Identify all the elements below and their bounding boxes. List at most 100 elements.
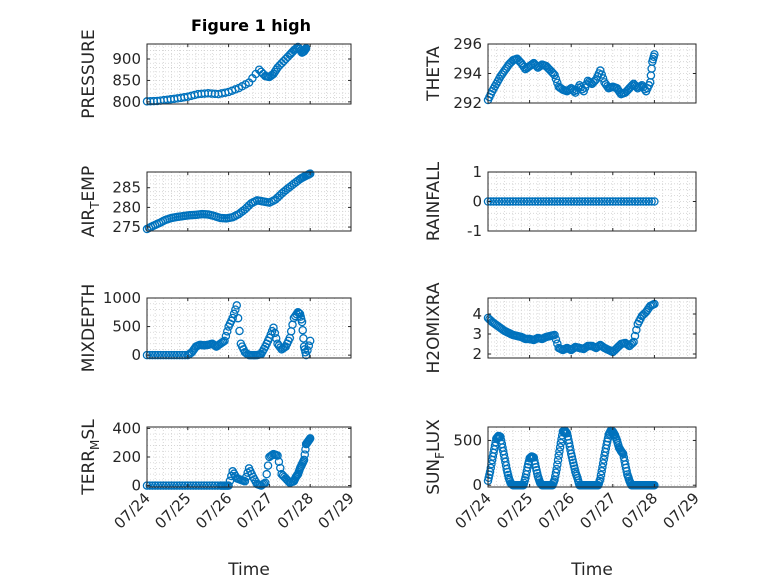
y-tick-label: 275: [112, 218, 141, 236]
data-point: [647, 197, 656, 206]
data-point: [596, 66, 605, 75]
data-point: [485, 467, 495, 477]
data-point: [305, 169, 315, 178]
data-series: [483, 197, 659, 206]
x-tick-label: 07/29: [315, 489, 358, 532]
plot-area: [488, 44, 696, 103]
data-point: [596, 474, 605, 484]
data-point: [530, 459, 540, 469]
y-tick-label: 4: [472, 305, 482, 323]
data-point: [616, 197, 626, 206]
data-series: [142, 434, 315, 490]
y-tick-label: 400: [112, 419, 141, 437]
data-point: [494, 197, 504, 206]
x-axis: [146, 298, 352, 358]
data-point: [145, 481, 154, 490]
data-point: [486, 197, 496, 206]
data-point: [554, 451, 563, 460]
data-point: [233, 313, 243, 323]
x-tick-label: 07/29: [660, 489, 703, 532]
y-tick-label: 1: [472, 163, 482, 181]
data-point: [622, 466, 631, 476]
data-series: [142, 169, 315, 234]
data-series: [483, 299, 659, 357]
data-point: [566, 197, 576, 206]
data-point: [608, 197, 618, 206]
data-point: [221, 331, 231, 341]
data-point: [197, 481, 206, 490]
data-point: [159, 481, 168, 490]
data-point: [650, 50, 659, 59]
data-point: [622, 197, 631, 206]
data-point: [558, 197, 568, 206]
y-axis-label: MIXDEPTH: [79, 284, 99, 373]
data-point: [627, 197, 637, 206]
data-point: [550, 330, 559, 340]
y-tick-label: 900: [112, 50, 141, 68]
data-point: [625, 197, 634, 206]
data-point: [161, 350, 171, 360]
y-tick-label: -1: [467, 222, 482, 240]
data-point: [202, 481, 212, 490]
data-point: [183, 481, 193, 490]
data-point: [590, 76, 600, 86]
y-axis: 800 850 900: [112, 50, 351, 111]
data-point: [153, 481, 163, 490]
y-axis-label: AIRTEMP: [79, 166, 102, 237]
data-point: [633, 197, 643, 206]
data-point: [596, 470, 606, 480]
data-point: [555, 197, 565, 206]
y-axis-label: TERRMSL: [79, 419, 102, 496]
data-point: [235, 326, 244, 336]
data-point: [603, 197, 612, 206]
data-point: [273, 451, 282, 460]
x-axis: [146, 172, 352, 231]
data-point: [222, 327, 232, 336]
data-point: [156, 481, 165, 490]
data-point: [583, 197, 593, 206]
y-axis-label-main: THETA: [424, 46, 444, 102]
data-point: [519, 197, 529, 206]
data-point: [220, 336, 229, 346]
data-point: [263, 461, 273, 470]
data-point: [555, 447, 564, 456]
data-point: [159, 350, 168, 360]
data-point: [228, 313, 237, 323]
y-axis-label: PRESSURE: [79, 29, 99, 118]
data-point: [553, 455, 563, 465]
y-tick-label: 200: [112, 448, 141, 466]
data-point: [597, 197, 606, 206]
data-point: [269, 69, 278, 79]
data-point: [300, 450, 310, 459]
y-tick-label: 3: [472, 325, 482, 343]
data-point: [164, 350, 174, 360]
subplot-theta: 292 294 296 THETA: [424, 35, 697, 112]
data-point: [553, 197, 562, 206]
data-point: [303, 346, 312, 355]
data-point: [511, 197, 520, 206]
data-series: [483, 426, 659, 490]
data-point: [505, 197, 515, 206]
grid-lines: [146, 297, 352, 358]
data-point: [629, 337, 638, 347]
x-tick-label: 07/24: [452, 489, 495, 532]
data-point: [541, 197, 551, 206]
data-point: [180, 350, 190, 360]
y-tick-label: 500: [453, 431, 482, 449]
subplot-rainfall: -1 0 1 RAINFALL: [424, 161, 697, 241]
data-point: [262, 469, 271, 479]
data-point: [194, 481, 203, 490]
subplot-pressure: 800 850 900 PRESSURE: [79, 29, 352, 119]
plot-area: [147, 298, 351, 358]
x-axis-label: Time: [227, 560, 270, 580]
y-axis-label-subscript: M: [88, 440, 102, 450]
x-axis: [487, 44, 697, 103]
data-point: [594, 197, 604, 206]
data-point: [650, 197, 659, 206]
data-series: [142, 301, 315, 360]
y-axis-label-main: AIR: [79, 209, 99, 238]
